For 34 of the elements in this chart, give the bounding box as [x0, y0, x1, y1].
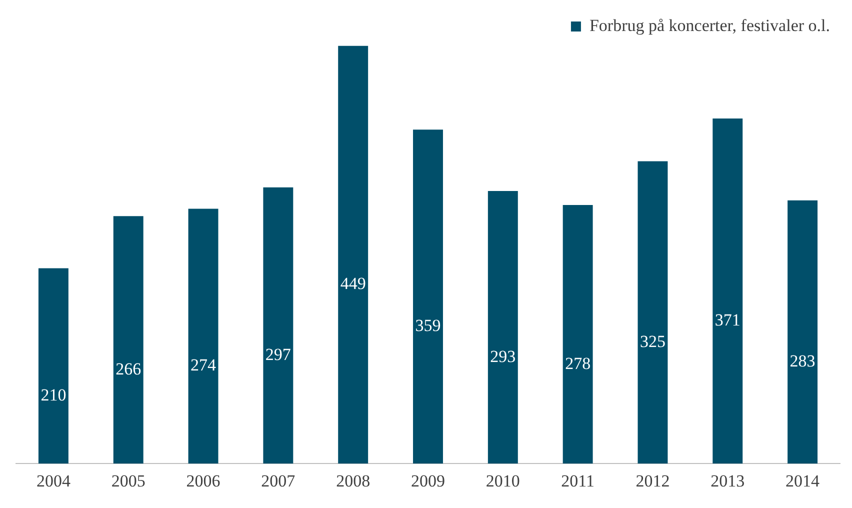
data-label: 449 [340, 274, 366, 294]
bar [488, 191, 518, 464]
data-label: 283 [790, 351, 816, 370]
bar [638, 161, 668, 464]
x-tick-label: 2005 [111, 471, 146, 490]
data-label: 266 [116, 359, 142, 378]
data-label: 325 [640, 332, 666, 351]
x-tick-label: 2004 [36, 471, 71, 490]
x-tick-label: 2008 [336, 471, 370, 490]
x-tick-label: 2013 [710, 471, 745, 490]
x-tick-label: 2006 [186, 471, 220, 490]
x-tick-label: 2011 [561, 471, 595, 490]
bar [38, 268, 68, 464]
data-label: 274 [190, 356, 217, 375]
data-label: 297 [265, 344, 292, 364]
bar [338, 46, 368, 464]
bar [712, 118, 743, 464]
x-tick-label: 2010 [486, 471, 520, 490]
bar [413, 130, 443, 464]
bar [562, 205, 593, 464]
x-tick-label: 2009 [411, 471, 445, 490]
data-label: 293 [490, 346, 516, 366]
data-label: 210 [40, 385, 66, 404]
legend-label: Forbrug på koncerter, festivaler o.l. [589, 16, 830, 35]
x-tick-label: 2007 [261, 471, 296, 490]
x-tick-label: 2012 [636, 471, 670, 490]
data-label: 359 [415, 316, 441, 336]
bar [113, 216, 144, 464]
bar [263, 187, 294, 464]
data-label: 371 [714, 310, 740, 330]
bar [788, 200, 818, 464]
data-label: 278 [565, 354, 591, 373]
x-tick-label: 2014 [786, 471, 820, 490]
bar [188, 208, 218, 464]
